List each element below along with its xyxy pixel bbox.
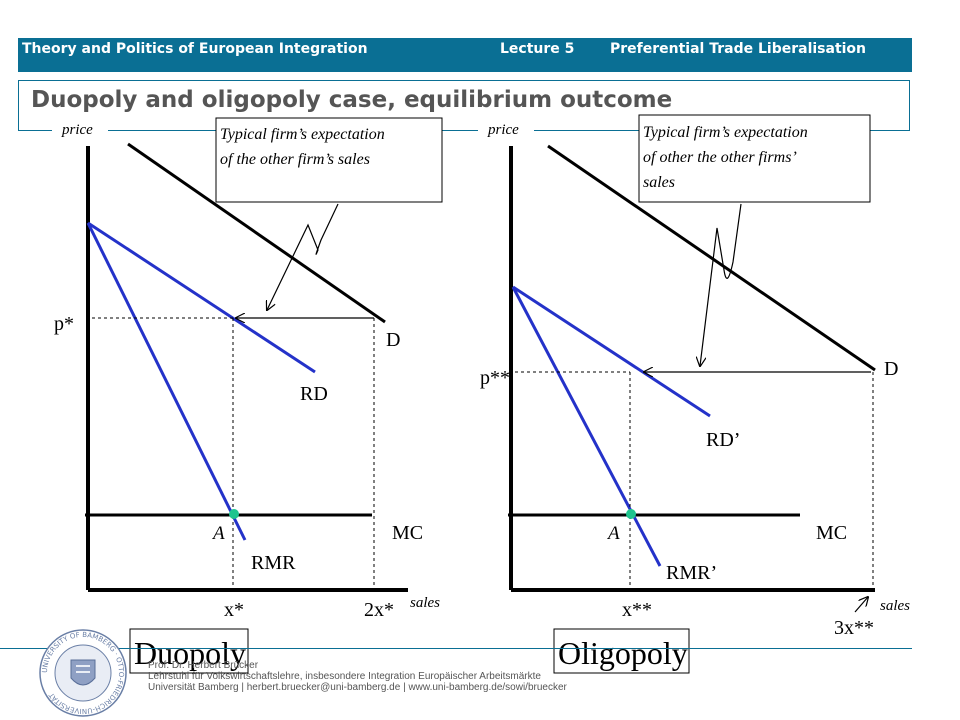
right-total-qty-label: 3x** — [834, 617, 874, 639]
left-demand-label: D — [386, 329, 400, 351]
oligopoly-caption-box — [553, 628, 690, 674]
left-y-axis-label: price — [61, 122, 93, 138]
slide-title-box: Duopoly and oligopoly case, equilibrium … — [18, 80, 910, 131]
right-total-qty-pointer — [854, 597, 868, 613]
left-callout-text: Typical firm’s expectation of the other … — [220, 126, 389, 168]
footer-chair: Lehrstuhl für Volkswirtschaftslehre, ins… — [148, 671, 541, 682]
left-mc-label: MC — [392, 522, 423, 544]
right-price-label-bg — [478, 120, 534, 138]
footer-divider — [0, 648, 912, 649]
right-price-label: p** — [480, 367, 510, 389]
left-price-label: p* — [54, 313, 74, 335]
duopoly-caption: Duopoly — [134, 635, 246, 671]
right-rmr-label-bg — [662, 558, 732, 588]
right-rd-label: RD’ — [706, 429, 740, 451]
right-demand-curve — [547, 144, 876, 372]
left-callout-box — [215, 117, 443, 203]
left-residual-mr-curve — [86, 222, 247, 541]
right-residual-demand-curve — [512, 285, 711, 418]
header-bar: Theory and Politics of European Integrat… — [18, 38, 912, 72]
right-residual-mr-curve — [511, 286, 662, 567]
duopoly-panel: price sales D RD RMR MC A p* x* 2x* Typi… — [52, 117, 443, 674]
lecture-number: Lecture 5 — [500, 41, 575, 57]
footer-contact: Universität Bamberg | herbert.bruecker@u… — [148, 682, 567, 693]
right-equilibrium-label: A — [606, 523, 620, 544]
left-demand-curve — [127, 142, 386, 324]
left-equilibrium-label: A — [211, 523, 225, 544]
university-seal-logo: UNIVERSITY OF BAMBERG · OTTO-FRIEDRICH-U… — [39, 629, 127, 717]
right-equilibrium-point — [626, 509, 636, 519]
footer-author: Prof. Dr. Herbert Brücker — [148, 660, 259, 671]
right-x-axis-label: sales — [880, 598, 910, 614]
right-callout-box — [638, 114, 871, 203]
left-residual-demand-curve — [87, 221, 316, 374]
oligopoly-caption: Oligopoly — [558, 635, 688, 671]
right-demand-label: D — [884, 358, 898, 380]
left-x-axis-label: sales — [410, 595, 440, 611]
right-qty-label: x** — [622, 599, 652, 621]
duopoly-caption-box — [129, 628, 249, 674]
right-y-axis-label: price — [487, 122, 519, 138]
left-qty-label: x* — [224, 599, 244, 621]
left-equilibrium-point — [229, 509, 239, 519]
right-mc-label: MC — [816, 522, 847, 544]
right-rmr-label: RMR’ — [666, 562, 717, 584]
left-rd-label: RD — [300, 383, 328, 405]
left-total-qty-label: 2x* — [364, 599, 394, 621]
right-callout-pointer — [700, 203, 742, 366]
left-price-label-bg — [52, 120, 108, 138]
left-callout-pointer — [267, 203, 339, 310]
right-callout-text: Typical firm’s expectation of other the … — [643, 124, 812, 191]
footer-credits: Prof. Dr. Herbert Brücker Lehrstuhl für … — [148, 660, 567, 693]
oligopoly-panel: price sales D RD’ RMR’ MC A p** x** 3x**… — [478, 114, 910, 674]
left-rmr-label: RMR — [251, 552, 296, 574]
slide-title: Duopoly and oligopoly case, equilibrium … — [31, 87, 673, 113]
lecture-topic: Preferential Trade Liberalisation — [610, 41, 867, 57]
course-title: Theory and Politics of European Integrat… — [22, 41, 368, 57]
